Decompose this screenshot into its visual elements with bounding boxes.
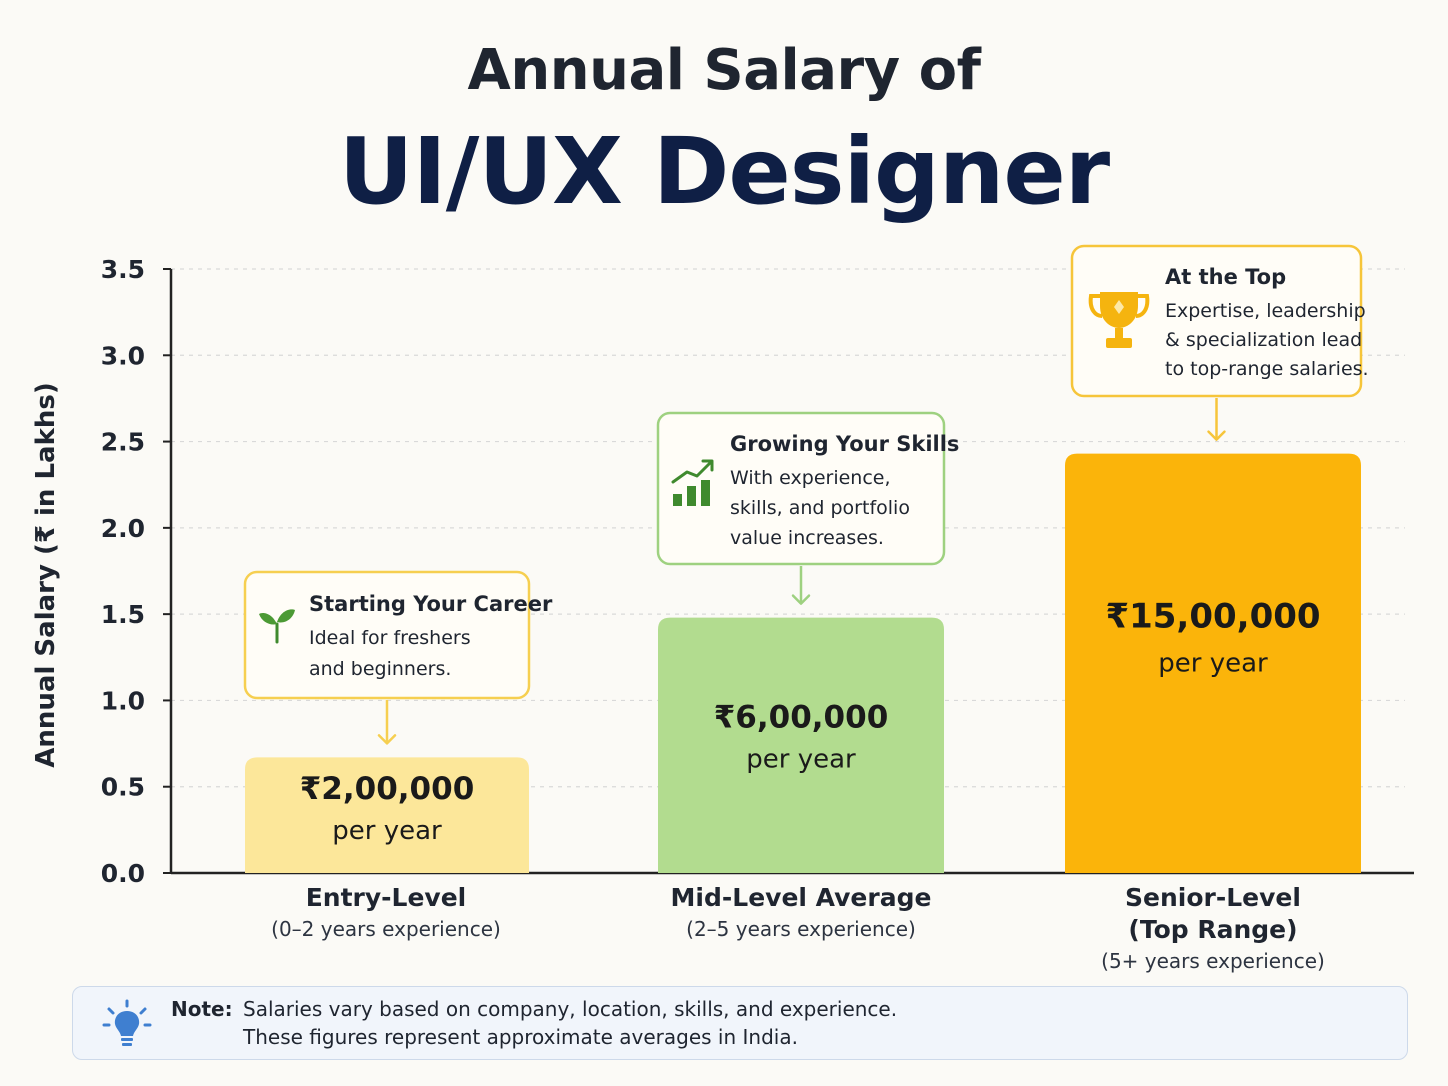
category-name-range: (Top Range): [1128, 915, 1298, 944]
sprout-leaf-left: [259, 613, 277, 625]
callout-text: With experience,: [730, 467, 891, 489]
category-experience: (5+ years experience): [1101, 949, 1325, 973]
note-text-line2: These figures represent approximate aver…: [243, 1025, 798, 1049]
trophy-handle-left: [1088, 294, 1103, 318]
bar-unit-label: per year: [332, 816, 442, 846]
y-tick-label: 3.5: [101, 255, 145, 284]
chart-title-line1: Annual Salary of: [467, 38, 981, 103]
callout-arrow-head: [1207, 430, 1226, 441]
bar-value-label: ₹15,00,000: [1105, 596, 1320, 636]
callout-text: Ideal for freshers: [309, 627, 471, 649]
callout-text: value increases.: [730, 527, 884, 549]
growth-bar: [701, 480, 710, 506]
category-name: Entry-Level: [305, 883, 467, 912]
bar-senior: [1065, 453, 1361, 873]
sprout-icon: [259, 609, 295, 644]
bar-unit-label: per year: [1158, 648, 1268, 678]
y-tick-label: 2.5: [101, 428, 145, 457]
callout-title: Starting Your Career: [309, 592, 553, 616]
category-experience: (2–5 years experience): [686, 917, 916, 941]
callout-title: Growing Your Skills: [730, 432, 959, 456]
note-box: Note: Salaries vary based on company, lo…: [72, 986, 1408, 1060]
bar-unit-label: per year: [746, 744, 856, 774]
growth-bar: [687, 486, 696, 506]
callout-arrow-head: [377, 734, 397, 745]
callout-arrow-head: [791, 594, 811, 605]
category-label-senior: Senior-Level (Top Range) (5+ years exper…: [1053, 882, 1373, 976]
growth-trend-line: [671, 460, 713, 484]
bar-entry: [245, 757, 529, 873]
category-label-mid: Mid-Level Average (2–5 years experience): [641, 882, 961, 944]
category-name: Mid-Level Average: [670, 883, 932, 912]
growth-chart-icon: [671, 459, 714, 506]
callout-text: & specialization lead: [1165, 329, 1362, 351]
lightbulb-icon: [101, 999, 153, 1055]
category-label-entry: Entry-Level (0–2 years experience): [226, 882, 546, 944]
bar-value-label: ₹2,00,000: [300, 771, 475, 807]
callout-text: skills, and portfolio: [730, 497, 910, 519]
note-label: Note:: [171, 997, 233, 1021]
trophy-base: [1106, 338, 1132, 348]
bar-value-label: ₹6,00,000: [714, 699, 889, 735]
note-text-line1: Salaries vary based on company, location…: [243, 997, 898, 1021]
y-axis-label: Annual Salary (₹ in Lakhs): [31, 382, 61, 768]
sprout-leaf-right: [277, 609, 295, 623]
chart-title-line2: UI/UX Designer: [338, 118, 1110, 225]
callout-box: [1070, 244, 1363, 398]
callout-title: At the Top: [1165, 265, 1286, 289]
y-tick-label: 0.5: [101, 773, 145, 802]
callout-box: [243, 570, 531, 700]
growth-arrowhead: [701, 459, 714, 472]
trophy-gem: [1114, 300, 1124, 314]
trophy-icon: [1088, 292, 1150, 348]
trophy-stem: [1115, 328, 1123, 338]
callout-text: to top-range salaries.: [1165, 358, 1369, 380]
y-tick-label: 3.0: [101, 341, 145, 370]
y-tick-label: 0.0: [101, 859, 145, 888]
growth-bar: [673, 494, 682, 506]
callout-box: [656, 411, 946, 566]
category-name: Senior-Level: [1125, 883, 1301, 912]
y-tick-label: 1.0: [101, 686, 145, 715]
callout-text: and beginners.: [309, 658, 451, 680]
y-tick-label: 1.5: [101, 600, 145, 629]
callout-text: Expertise, leadership: [1165, 300, 1366, 322]
y-tick-label: 2.0: [101, 514, 145, 543]
bar-mid: [658, 617, 944, 873]
category-experience: (0–2 years experience): [271, 917, 501, 941]
trophy-handle-right: [1135, 294, 1150, 318]
